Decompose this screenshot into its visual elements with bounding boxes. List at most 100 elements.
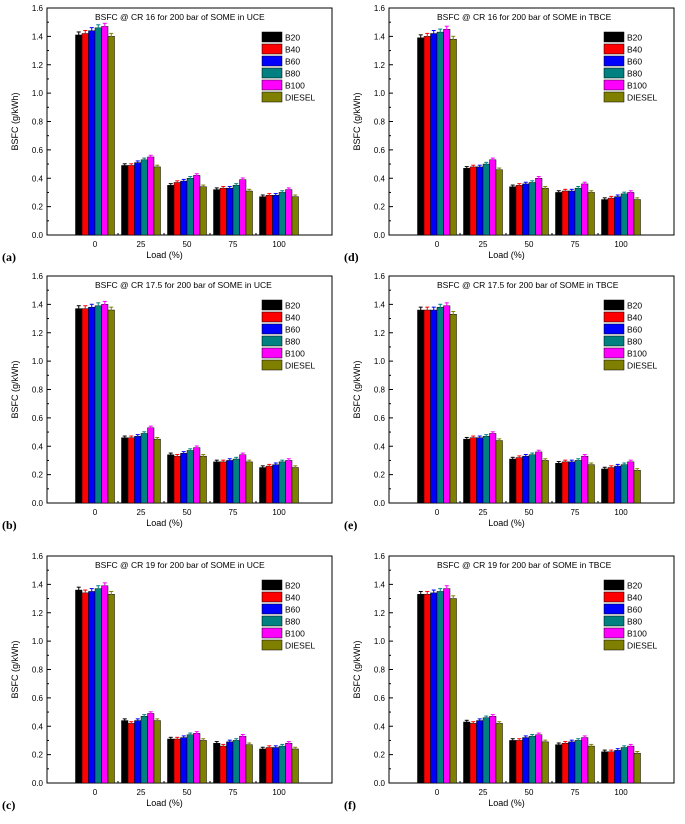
bar [147, 156, 155, 236]
bar [81, 592, 89, 784]
bar [291, 196, 299, 236]
chart-panel-e: BSFC @ CR 17.5 for 200 bar of SOME in TB… [342, 268, 684, 542]
chart-panel-f: BSFC @ CR 19 for 200 bar of SOME in TBCE… [342, 548, 684, 822]
bar [127, 437, 135, 504]
bar [423, 594, 431, 784]
bar [574, 740, 582, 784]
bar [94, 305, 102, 504]
bar [167, 185, 175, 236]
bar [555, 192, 563, 236]
legend-label: DIESEL [285, 93, 316, 103]
bar [107, 36, 115, 236]
y-tick-label: 0.2 [32, 471, 44, 480]
legend-label: B20 [627, 301, 642, 311]
x-tick-label: 75 [229, 240, 238, 249]
legend-label: B40 [627, 313, 642, 323]
bar [555, 744, 563, 784]
y-tick-label: 1.4 [32, 580, 44, 589]
legend-label: DIESEL [627, 361, 658, 371]
bar [285, 189, 293, 236]
bar [515, 740, 523, 784]
legend-label: B40 [627, 593, 642, 603]
legend-label: B20 [627, 33, 642, 43]
bar [167, 738, 175, 784]
bar [633, 752, 641, 784]
y-tick-label: 1.6 [32, 552, 44, 561]
bar [528, 735, 536, 784]
chart-panel-c: BSFC @ CR 19 for 200 bar of SOME in UCE 0… [0, 548, 342, 822]
bar [522, 455, 530, 504]
x-tick-label: 100 [614, 788, 628, 797]
bar [574, 460, 582, 504]
y-tick-label: 0.6 [374, 414, 386, 423]
y-tick-label: 1.6 [374, 552, 386, 561]
legend-swatch [603, 323, 625, 335]
bar [620, 747, 628, 784]
bar [561, 190, 569, 236]
legend-label: B80 [627, 69, 642, 79]
bar [272, 195, 280, 236]
chart-svg: BSFC @ CR 17.5 for 200 bar of SOME in UC… [2, 272, 333, 532]
legend-label: B20 [285, 33, 300, 43]
chart-title: BSFC @ CR 17.5 for 200 bar of SOME in UC… [95, 280, 272, 290]
x-tick-label: 0 [93, 788, 98, 797]
legend-swatch [261, 79, 283, 91]
y-tick-label: 1.0 [374, 357, 386, 366]
bar [443, 588, 451, 784]
bar [430, 592, 438, 784]
x-tick-label: 75 [571, 788, 580, 797]
x-tick-label: 75 [229, 508, 238, 517]
y-tick-label: 0.4 [374, 442, 386, 451]
bar [528, 182, 536, 236]
bar [469, 723, 477, 784]
y-tick-label: 1.2 [32, 329, 44, 338]
bar [193, 733, 201, 784]
bar [278, 461, 286, 504]
bar [627, 192, 635, 236]
bar [245, 190, 253, 236]
bar [272, 747, 280, 784]
bar [495, 169, 503, 236]
bar [482, 163, 490, 236]
bar [509, 186, 517, 236]
bar [232, 740, 240, 784]
bar [167, 454, 175, 504]
y-tick-label: 1.2 [374, 329, 386, 338]
bar [495, 440, 503, 504]
bar [528, 454, 536, 504]
legend-swatch [603, 67, 625, 79]
bar [463, 438, 471, 504]
legend-label: B60 [285, 605, 300, 615]
bar [291, 467, 299, 504]
legend-swatch [603, 79, 625, 91]
x-tick-label: 0 [435, 508, 440, 517]
bar [153, 166, 161, 236]
legend-swatch [261, 43, 283, 55]
y-tick-label: 0.4 [374, 722, 386, 731]
x-tick-label: 75 [571, 508, 580, 517]
bar [75, 308, 83, 504]
bar [443, 305, 451, 504]
bar [489, 159, 497, 236]
chart-title: BSFC @ CR 16 for 200 bar of SOME in TBCE [437, 12, 612, 22]
legend-swatch [261, 335, 283, 347]
bar [291, 748, 299, 784]
x-tick-label: 0 [435, 788, 440, 797]
legend-swatch [261, 91, 283, 103]
bar [127, 165, 135, 236]
bar [509, 740, 517, 784]
bar [81, 308, 89, 504]
bar [140, 433, 148, 504]
bar [443, 29, 451, 236]
legend-swatch [261, 31, 283, 43]
bar [423, 36, 431, 236]
y-tick-label: 0.2 [374, 203, 386, 212]
legend-swatch [261, 359, 283, 371]
legend-label: B60 [627, 605, 642, 615]
legend-swatch [261, 323, 283, 335]
y-tick-label: 1.4 [32, 32, 44, 41]
bar [561, 743, 569, 784]
legend-label: B40 [285, 593, 300, 603]
y-tick-label: 0.2 [374, 471, 386, 480]
bar [226, 460, 234, 504]
